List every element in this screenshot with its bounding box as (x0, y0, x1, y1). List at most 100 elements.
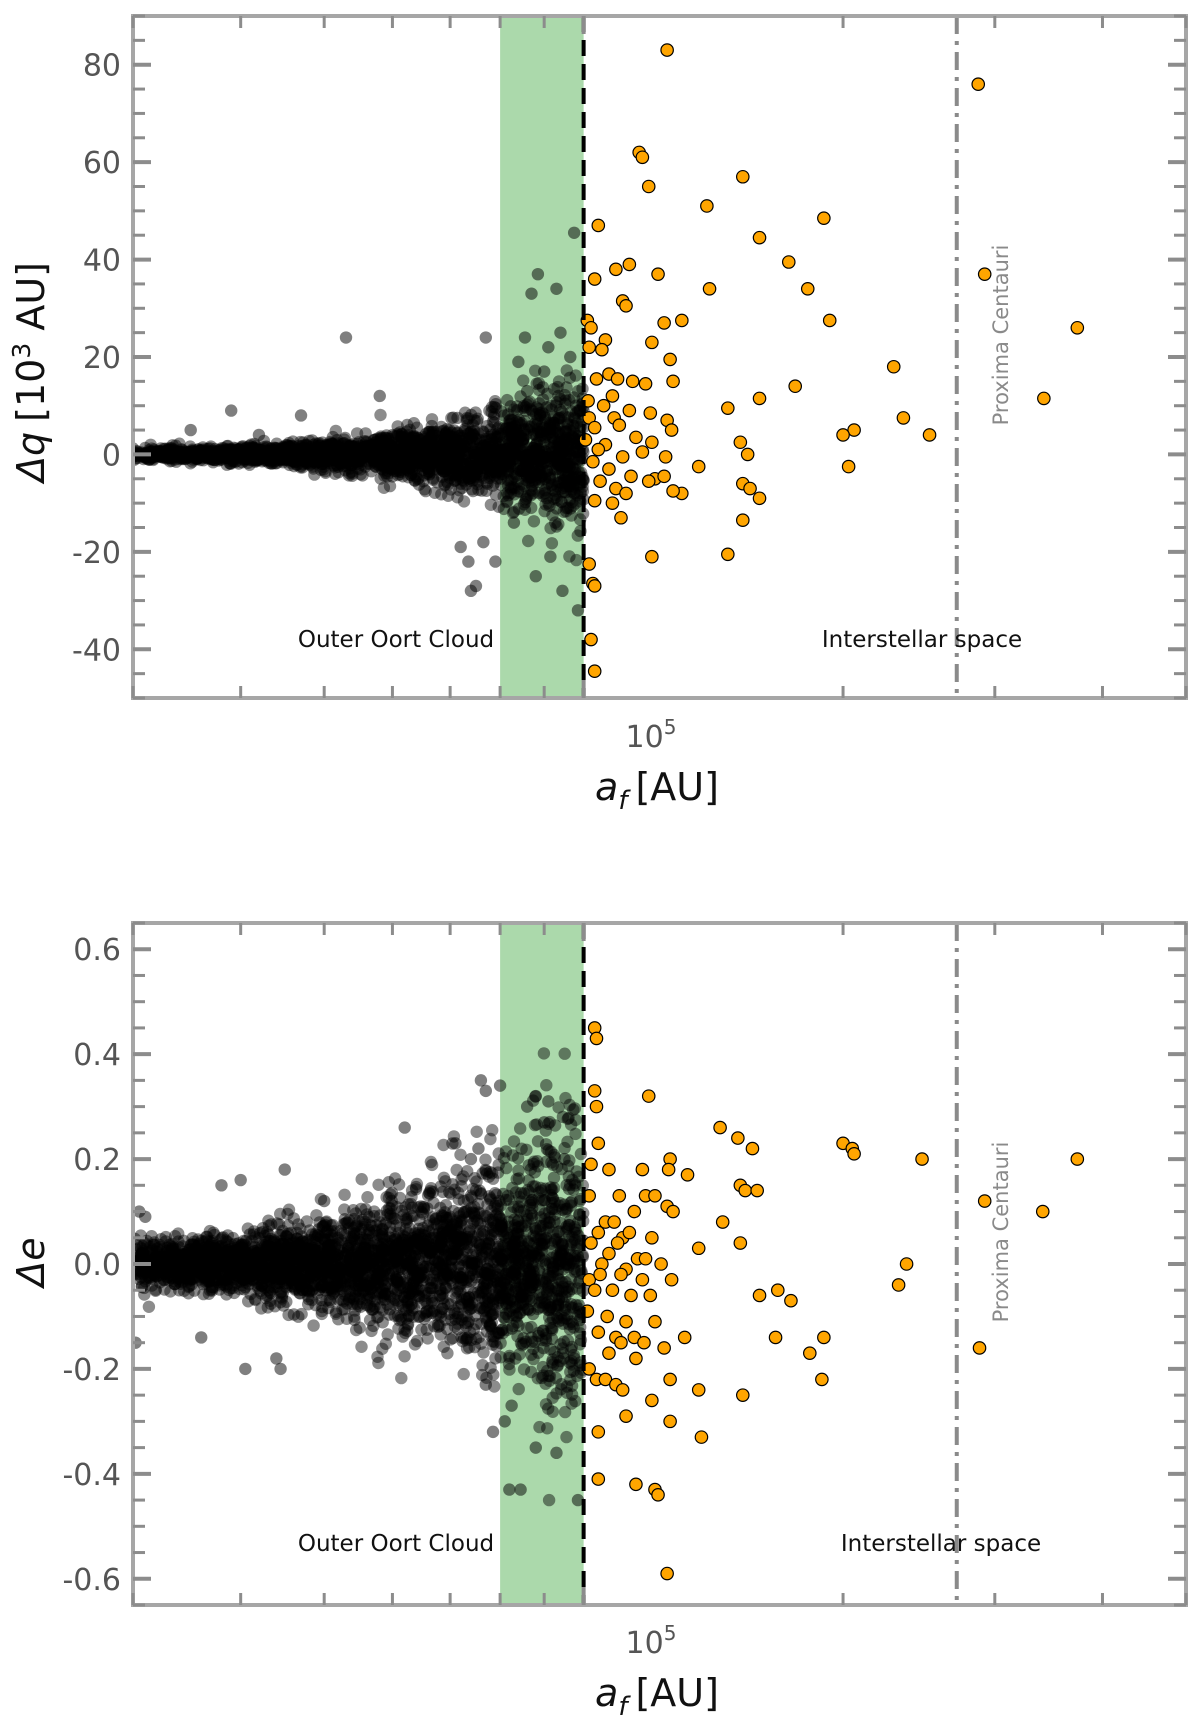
cloud-point (232, 447, 245, 460)
interstellar-point (666, 374, 680, 389)
cloud-point (272, 446, 286, 459)
cloud-point (466, 442, 479, 455)
cloud-point (570, 471, 583, 484)
cloud-point (560, 381, 573, 394)
cloud-point (558, 486, 572, 499)
cloud-point (187, 447, 201, 461)
cloud-point (530, 419, 543, 432)
cloud-point (210, 445, 223, 459)
cloud-point (176, 451, 190, 464)
cloud-point (376, 446, 389, 459)
cloud-point (524, 403, 537, 416)
cloud-point (307, 448, 320, 462)
cloud-point (192, 451, 205, 464)
cloud-point (166, 446, 180, 459)
cloud-point (417, 459, 430, 472)
outlier-point (464, 584, 478, 598)
cloud-point (303, 448, 316, 461)
cloud-point (193, 447, 206, 460)
cloud-point (409, 470, 423, 483)
cloud-point (542, 476, 555, 490)
cloud-point (263, 447, 277, 460)
cloud-point (284, 448, 297, 461)
cloud-point (455, 481, 469, 495)
cloud-point (411, 473, 424, 486)
cloud-point (442, 443, 456, 456)
cloud-point (458, 406, 472, 419)
cloud-point (186, 455, 199, 468)
cloud-point (467, 446, 481, 460)
cloud-point (437, 462, 450, 475)
cloud-point (322, 454, 335, 467)
cloud-point (167, 445, 180, 459)
cloud-point (367, 440, 381, 453)
cloud-point (145, 442, 158, 455)
cloud-point (294, 442, 307, 456)
cloud-point (328, 467, 342, 480)
cloud-point (193, 445, 206, 458)
interstellar-point (645, 335, 659, 350)
cloud-point (296, 461, 309, 474)
cloud-point (570, 452, 583, 466)
cloud-point (307, 1319, 320, 1332)
cloud-point (306, 434, 319, 447)
cloud-point (278, 442, 291, 455)
cloud-point (510, 429, 524, 442)
cloud-point (157, 445, 171, 458)
cloud-point (394, 449, 407, 462)
cloud-point (544, 399, 558, 412)
cloud-point (503, 414, 516, 428)
cloud-point (225, 448, 238, 461)
cloud-point (508, 470, 521, 483)
cloud-point (492, 429, 506, 443)
cloud-point (253, 447, 266, 460)
cloud-point (435, 420, 448, 434)
cloud-point (424, 452, 437, 465)
cloud-point (332, 454, 346, 467)
cloud-point (193, 444, 206, 457)
cloud-point (207, 453, 220, 467)
cloud-point (253, 449, 266, 462)
cloud-point (374, 449, 388, 462)
cloud-point (562, 457, 575, 470)
cloud-point (174, 451, 188, 465)
outlier-point (564, 350, 577, 364)
cloud-point (421, 443, 435, 456)
cloud-point (369, 433, 382, 446)
cloud-point (317, 457, 330, 471)
cloud-point (378, 436, 392, 449)
cloud-point (273, 446, 286, 459)
cloud-point (567, 471, 580, 484)
cloud-point (497, 445, 510, 458)
cloud-point (515, 442, 528, 455)
cloud-point (422, 437, 436, 450)
cloud-point (472, 442, 485, 455)
cloud-point (196, 447, 209, 460)
cloud-point (425, 429, 439, 443)
cloud-point (518, 479, 531, 493)
cloud-point (522, 449, 536, 462)
cloud-point (241, 456, 255, 469)
cloud-point (510, 430, 523, 443)
cloud-point (524, 471, 538, 484)
cloud-point (319, 466, 332, 479)
cloud-point (388, 464, 401, 478)
cloud-point (379, 452, 392, 465)
cloud-point (270, 449, 284, 462)
cloud-point (499, 422, 512, 436)
cloud-point (484, 498, 498, 511)
cloud-point (267, 445, 280, 458)
cloud-point (234, 448, 247, 462)
cloud-point (431, 451, 445, 464)
cloud-point (554, 476, 567, 489)
cloud-point (274, 454, 287, 467)
cloud-point (517, 423, 530, 436)
cloud-point (169, 450, 183, 463)
cloud-point (485, 454, 498, 468)
cloud-point (522, 463, 535, 477)
cloud-point (357, 447, 371, 461)
cloud-point (268, 445, 281, 459)
cloud-point (174, 446, 187, 459)
cloud-point (353, 445, 367, 458)
cloud-point (234, 448, 247, 462)
